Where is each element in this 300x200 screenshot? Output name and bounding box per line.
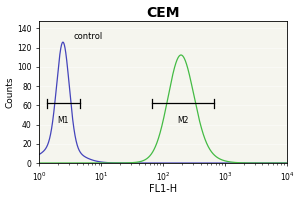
Text: M2: M2 [177, 116, 189, 125]
X-axis label: FL1-H: FL1-H [149, 184, 177, 194]
Title: CEM: CEM [146, 6, 180, 20]
Text: M1: M1 [58, 116, 69, 125]
Text: control: control [74, 32, 103, 41]
Y-axis label: Counts: Counts [6, 76, 15, 108]
